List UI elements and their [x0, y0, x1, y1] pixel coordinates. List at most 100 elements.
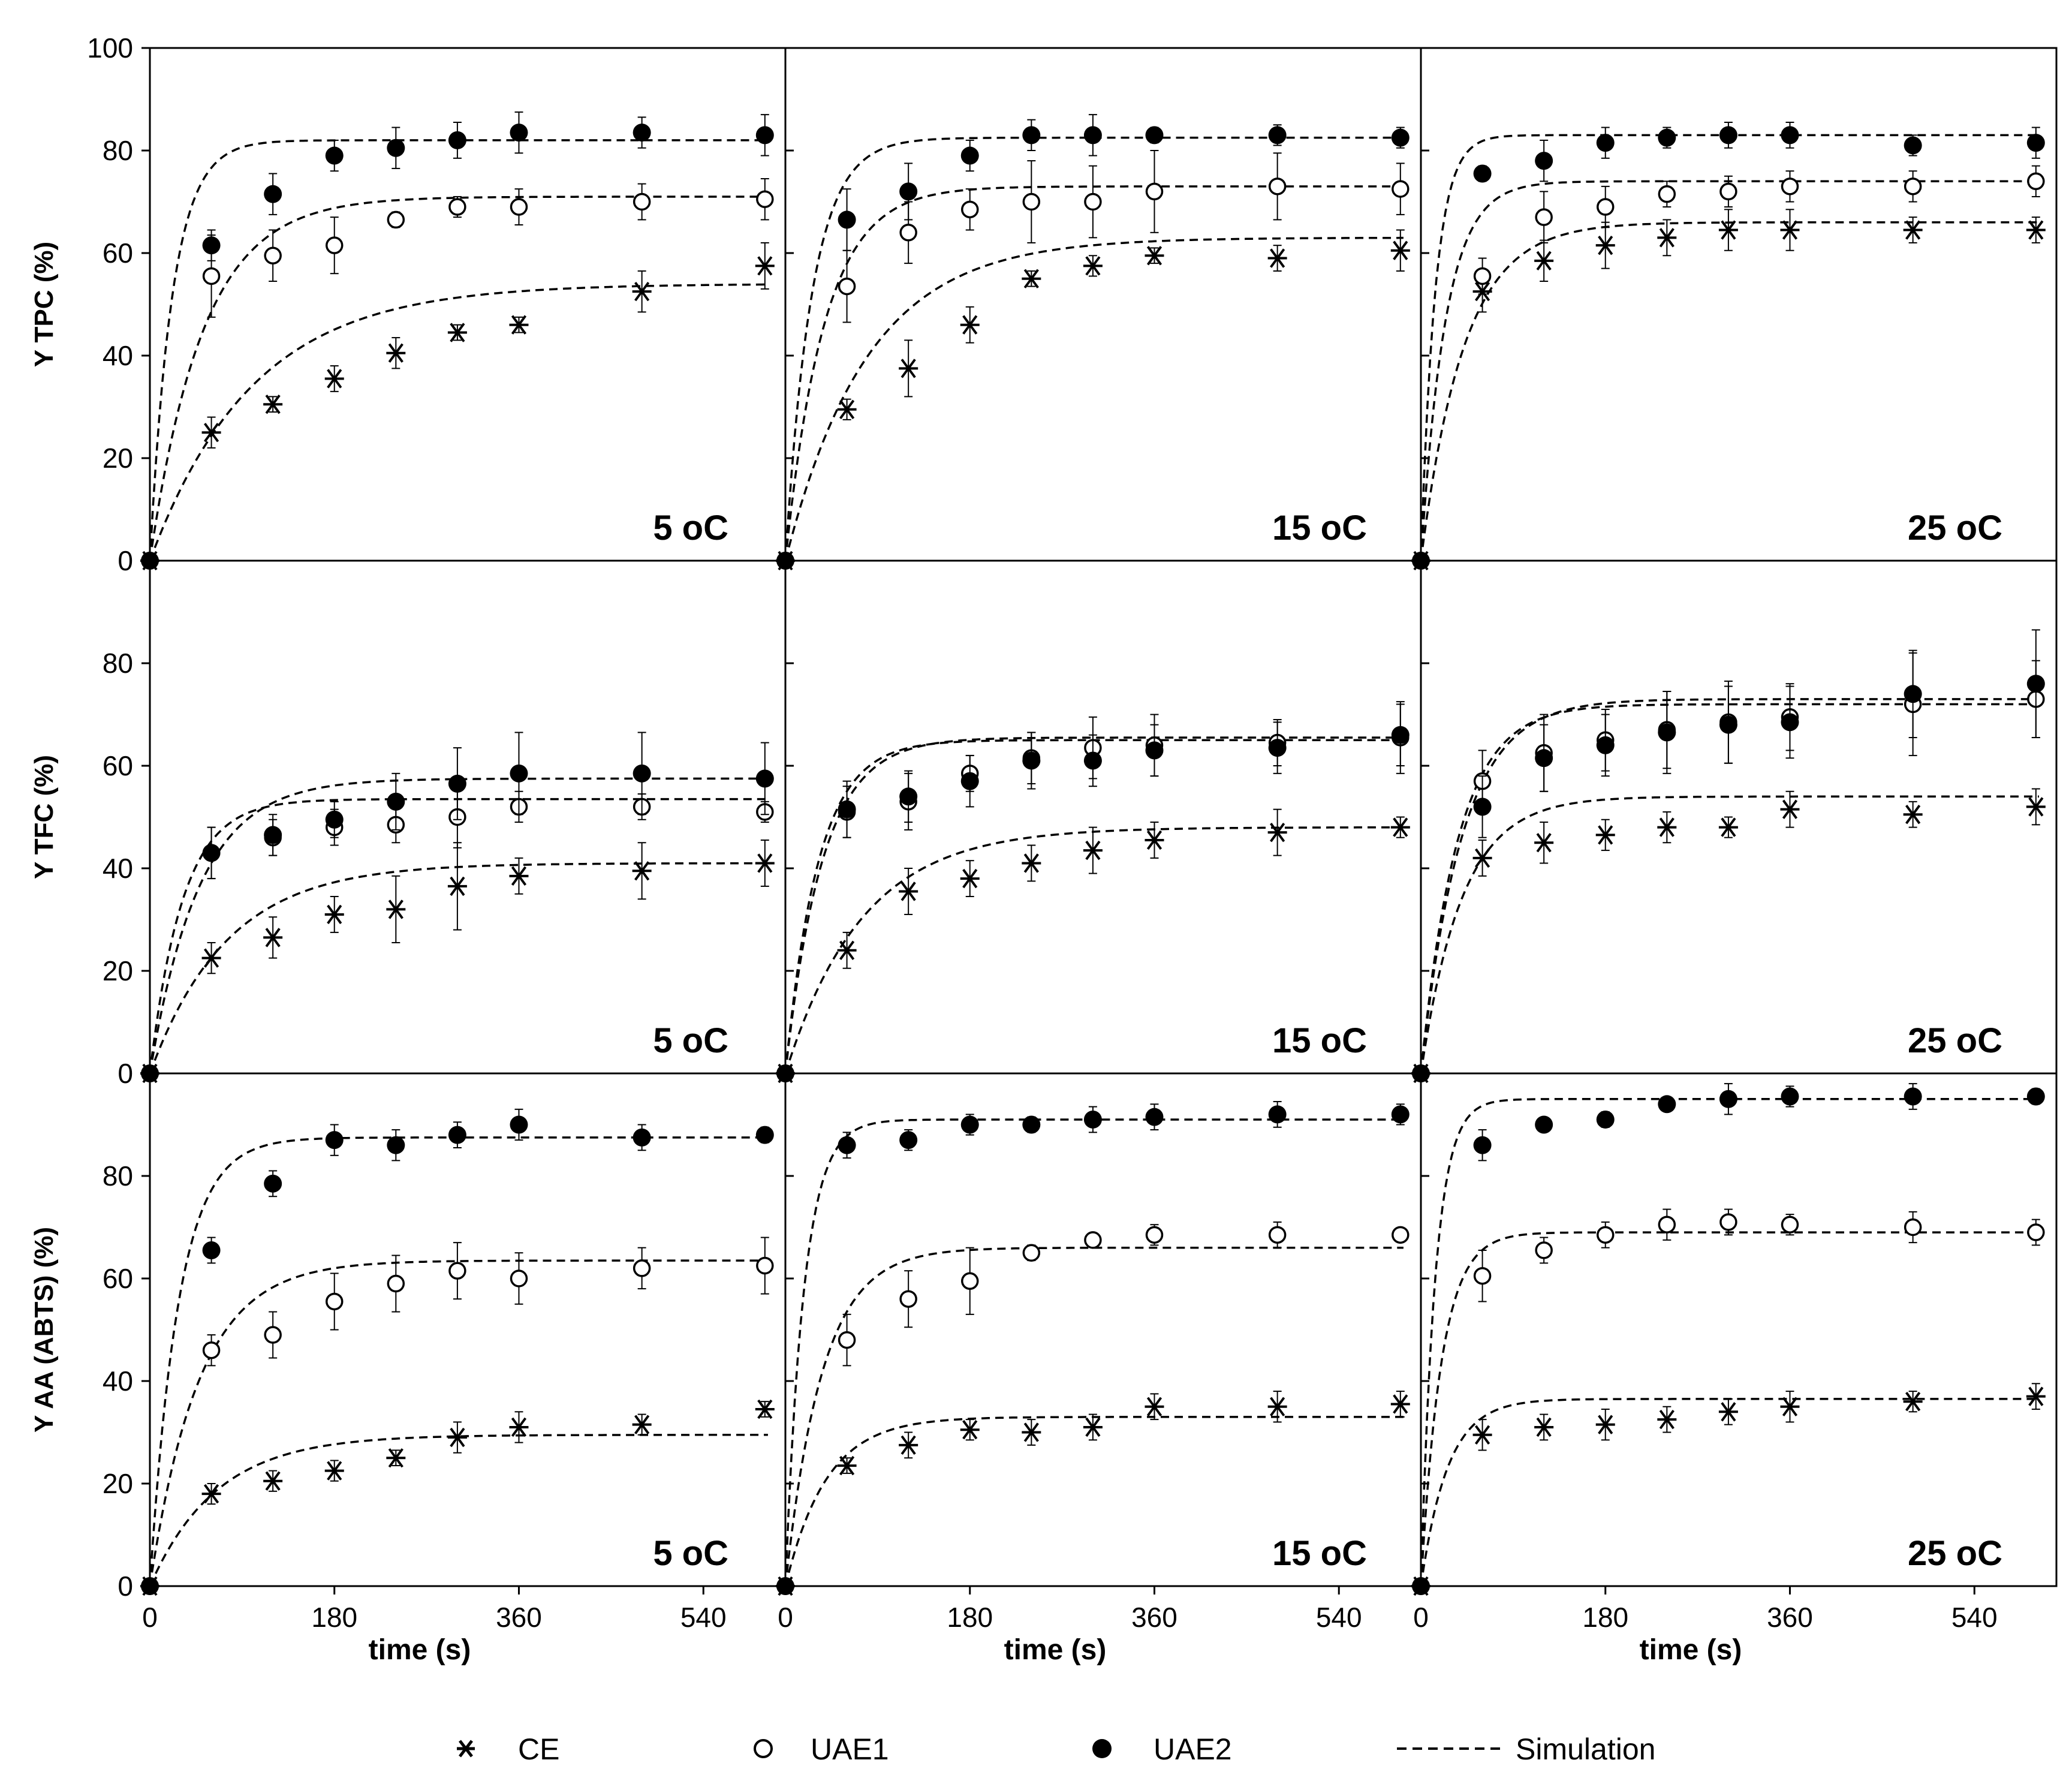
data-point-uae1	[1904, 178, 1922, 195]
data-point-ce	[1390, 240, 1410, 260]
x-axis-label: time (s)	[1004, 1634, 1107, 1666]
data-point-ce	[1022, 269, 1041, 288]
simulation-curve-uae1	[149, 1259, 768, 1587]
panel-frame	[149, 559, 787, 1075]
data-point-ce	[1595, 1415, 1615, 1434]
data-point-uae1	[264, 246, 282, 265]
panel-r3-c1: 5 oC 0 180 360 540 time (s)	[140, 1072, 787, 1666]
data-point-ce	[1472, 848, 1492, 868]
data-point-uae1	[1145, 182, 1164, 201]
data-point-uae1	[1022, 192, 1041, 211]
panel-frame	[1420, 47, 2058, 562]
data-point-uae2	[960, 772, 979, 790]
y-tick-label: 20	[103, 1468, 133, 1499]
data-point-ce	[632, 861, 652, 881]
data-point-uae2	[1719, 715, 1737, 734]
data-point-uae2	[1719, 126, 1737, 145]
data-point-ce	[755, 853, 775, 873]
data-point-uae2	[510, 1115, 528, 1134]
data-point-uae1	[1268, 1226, 1287, 1244]
data-point-uae2	[1658, 1095, 1676, 1114]
data-point-uae2	[1781, 1087, 1799, 1106]
data-point-ce	[324, 369, 344, 389]
y-tick-label: 20	[103, 955, 133, 986]
data-point-ce	[837, 399, 857, 419]
simulation-curve-ce	[1420, 221, 2039, 561]
data-point-uae2	[1904, 685, 1922, 703]
data-point-uae2	[202, 236, 221, 255]
data-point-uae2	[2026, 1087, 2045, 1106]
data-point-ce	[1903, 805, 1923, 825]
data-point-ce	[1595, 235, 1615, 255]
data-point-ce	[1534, 251, 1554, 271]
data-point-ce	[201, 1484, 221, 1504]
y-tick-label: 40	[103, 340, 133, 371]
x-tick-label: 360	[1767, 1602, 1813, 1633]
data-point-ce	[2026, 220, 2046, 240]
data-point-ce	[632, 1415, 652, 1434]
data-point-ce	[1657, 228, 1677, 248]
data-point-uae2	[1535, 749, 1553, 768]
data-point-uae1	[633, 1259, 651, 1277]
data-point-ce	[1595, 825, 1615, 845]
data-point-uae1	[1719, 1213, 1737, 1231]
data-point-uae2	[202, 1241, 221, 1259]
x-tick-label: 180	[947, 1602, 993, 1633]
data-point-uae2	[448, 774, 466, 793]
data-point-uae1	[1084, 1231, 1102, 1249]
panel-frame	[784, 1072, 1422, 1587]
data-point-uae2	[1781, 713, 1799, 732]
data-point-uae2	[1268, 126, 1287, 145]
data-point-ce	[1780, 220, 1800, 240]
data-point-uae2	[960, 146, 979, 165]
x-tick-label: 360	[496, 1602, 542, 1633]
data-point-ce	[447, 876, 467, 896]
simulation-curve-uae1	[1420, 698, 2039, 1074]
data-point-uae2	[448, 1126, 466, 1144]
data-point-uae1	[325, 236, 344, 254]
data-point-ce	[1780, 799, 1800, 819]
y-tick-label: 0	[118, 1571, 133, 1602]
temperature-label: 5 oC	[653, 1534, 728, 1573]
simulation-curve-uae2	[1420, 1098, 2039, 1587]
data-point-uae2	[960, 1115, 979, 1134]
panel-frame	[149, 47, 787, 562]
legend-item-simulation: Simulation	[1397, 1732, 1655, 1766]
data-point-ce	[447, 1427, 467, 1448]
panel-r2-c2: 15 oC	[776, 559, 1422, 1084]
data-point-uae2	[264, 185, 282, 203]
data-point-ce	[1267, 248, 1287, 268]
data-point-uae1	[1781, 1216, 1799, 1234]
data-point-uae2	[1083, 751, 1102, 770]
y-tick-label: 80	[103, 135, 133, 166]
data-point-ce	[386, 899, 406, 919]
legend-item-ce: CE	[457, 1732, 559, 1766]
data-point-ce	[263, 1471, 283, 1491]
legend-marker-uae2	[1092, 1739, 1112, 1758]
data-point-uae2	[1781, 126, 1799, 145]
data-point-uae1	[1719, 182, 1737, 201]
data-point-uae2	[1904, 1087, 1922, 1106]
data-point-uae2	[899, 182, 918, 201]
data-point-ce	[1718, 220, 1738, 240]
panel-r3-c2: 15 oC 0 180 360 540 time (s)	[776, 1072, 1422, 1666]
x-axis-label: time (s)	[1640, 1634, 1742, 1666]
data-point-ce	[1657, 1409, 1677, 1430]
legend-label-ce: CE	[518, 1732, 559, 1766]
data-point-ce	[1534, 1417, 1554, 1437]
data-point-ce	[1145, 830, 1164, 850]
data-point-uae1	[325, 1292, 344, 1311]
data-point-uae2	[1473, 1136, 1492, 1154]
data-point-uae1	[960, 1272, 979, 1290]
data-point-uae2	[1022, 1115, 1041, 1134]
panel-frame	[784, 559, 1422, 1075]
simulation-curve-ce	[784, 236, 1404, 561]
data-point-uae2	[633, 1128, 651, 1147]
data-point-ce	[2026, 797, 2046, 817]
data-point-uae2	[1596, 134, 1615, 152]
simulation-curve-uae2	[149, 1136, 768, 1587]
data-point-uae2	[1145, 126, 1164, 145]
y-tick-label: 0	[118, 545, 133, 576]
data-point-uae2	[1904, 136, 1922, 155]
data-point-uae2	[2026, 134, 2045, 152]
